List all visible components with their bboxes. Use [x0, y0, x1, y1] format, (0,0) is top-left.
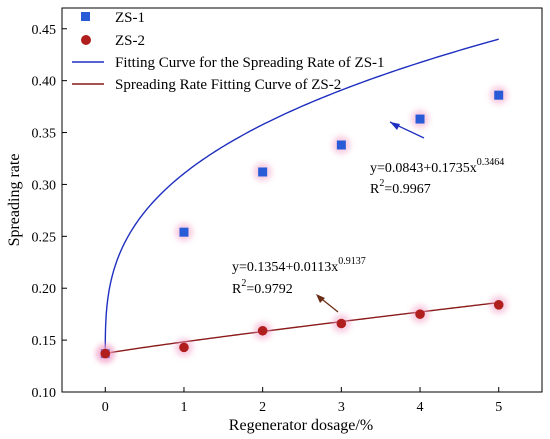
legend-label-fit-zs2: Spreading Rate Fitting Curve of ZS-2	[115, 77, 341, 93]
data-point-zs1	[415, 114, 425, 124]
x-tick-label: 2	[259, 400, 266, 415]
y-tick-label: 0.40	[32, 75, 57, 90]
legend-marker-zs1	[81, 12, 90, 21]
x-tick-label: 4	[417, 400, 424, 415]
data-point-zs2	[100, 348, 111, 359]
data-point-zs2	[179, 342, 189, 353]
x-tick-label: 5	[495, 400, 502, 415]
data-point-zs2	[415, 309, 425, 319]
data-point-zs1	[336, 140, 346, 150]
r-squared-zs2: R2=0.9792	[232, 278, 293, 297]
legend: ZS-1 ZS-2 Fitting Curve for the Spreadin…	[72, 10, 385, 93]
fit-equation-zs2: y=0.1354+0.0113x0.9137	[232, 256, 366, 275]
legend-label-fit-zs1: Fitting Curve for the Spreading Rate of …	[115, 55, 385, 71]
y-tick-label: 0.30	[32, 178, 57, 193]
y-tick-label: 0.35	[32, 127, 57, 142]
data-point-zs1	[179, 227, 189, 237]
data-point-zs1	[494, 90, 504, 100]
y-tick-label: 0.20	[32, 282, 57, 297]
y-axis-title: Spreading rate	[6, 154, 23, 247]
y-tick-label: 0.25	[32, 230, 57, 245]
legend-marker-zs2	[81, 35, 91, 45]
data-point-zs1	[258, 167, 268, 177]
fit-curves	[104, 38, 499, 355]
legend-label-zs1: ZS-1	[115, 10, 145, 26]
fit-curve-1	[104, 38, 499, 354]
data-point-zs2	[493, 300, 504, 310]
r-squared-zs2-sup: 2	[241, 278, 246, 289]
data-point-zs2	[257, 325, 268, 336]
annotation-arrowhead-zs1	[390, 122, 400, 130]
r-squared-zs1: R2=0.9967	[370, 178, 431, 197]
y-tick-label: 0.10	[32, 386, 57, 401]
x-tick-label: 0	[102, 400, 109, 415]
x-axis-title: Regenerator dosage/%	[229, 417, 373, 434]
fit-equation-zs1-base: y=0.0843+0.1735x	[370, 161, 477, 176]
fit-equation-zs1: y=0.0843+0.1735x0.3464	[370, 157, 504, 176]
r-squared-zs1-value: =0.9967	[384, 182, 430, 197]
fit-equation-zs2-base: y=0.1354+0.0113x	[232, 260, 338, 275]
fit-equation-zs2-exponent: 0.9137	[338, 256, 366, 267]
annotation-arrowhead-zs2	[316, 294, 325, 303]
y-axis: 0.10 0.15 0.20 0.25 0.30 0.35 0.40 0.45	[32, 23, 67, 401]
data-points	[96, 86, 508, 363]
fit-equation-zs1-exponent: 0.3464	[477, 157, 505, 168]
y-tick-label: 0.15	[32, 334, 57, 349]
x-axis: 0 1 2 3 4 5	[102, 387, 502, 415]
fit-curve-2	[105, 301, 499, 355]
r-squared-zs1-prefix: R	[370, 182, 380, 197]
x-tick-label: 1	[180, 400, 187, 415]
plot-frame	[61, 7, 543, 393]
legend-label-zs2: ZS-2	[115, 33, 145, 49]
r-squared-zs1-sup: 2	[379, 178, 384, 189]
data-point-zs2	[336, 318, 347, 329]
annotation-zs2: y=0.1354+0.0113x0.9137 R2=0.9792	[232, 256, 366, 313]
r-squared-zs2-prefix: R	[232, 282, 242, 297]
r-squared-zs2-value: =0.9792	[246, 282, 292, 297]
annotation-zs1: y=0.0843+0.1735x0.3464 R2=0.9967	[370, 121, 504, 197]
y-tick-label: 0.45	[32, 23, 57, 38]
x-tick-label: 3	[338, 400, 345, 415]
